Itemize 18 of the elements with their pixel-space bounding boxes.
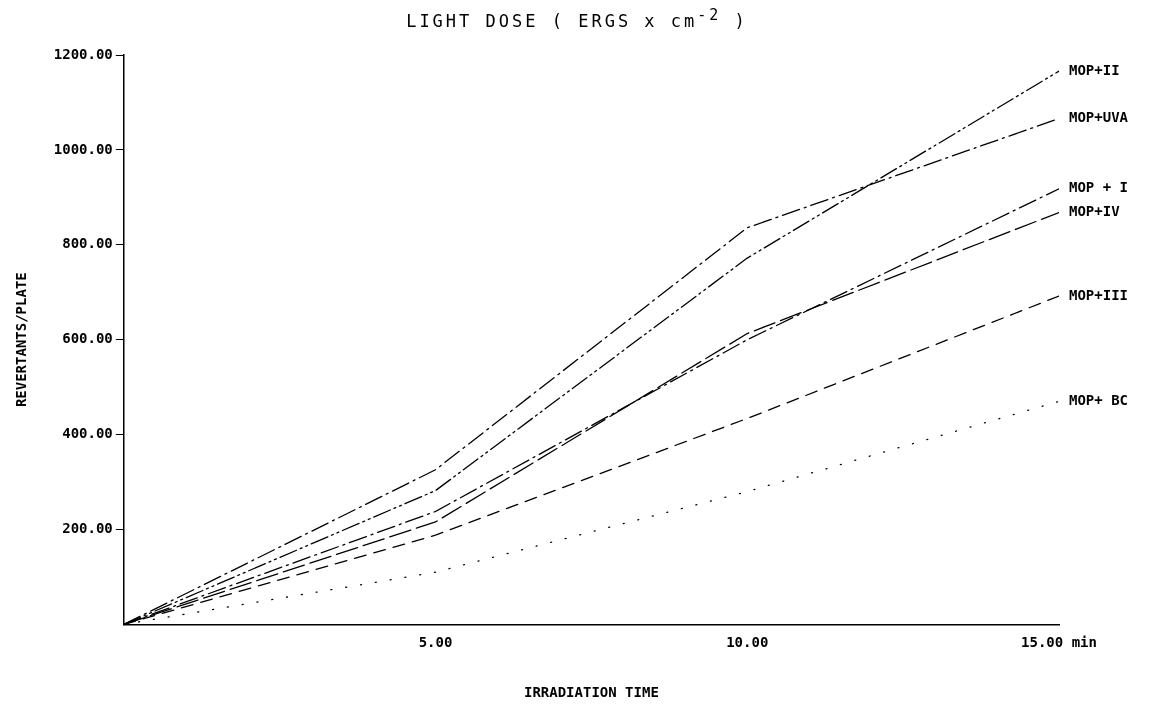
series-label: MOP+UVA — [1069, 109, 1129, 126]
y-tick-label: 400.00 — [62, 425, 113, 442]
x-tick-label: 10.00 — [726, 634, 769, 651]
series-label: MOP+ BC — [1069, 392, 1129, 409]
x-tick-label: 15.00 min — [1021, 634, 1097, 651]
y-tick-label: 200.00 — [62, 520, 113, 537]
y-tick-label: 1200.00 — [53, 45, 113, 62]
series-label: MOP+IV — [1069, 203, 1121, 220]
y-tick-label: 600.00 — [62, 330, 113, 347]
x-axis-title: IRRADIATION TIME — [523, 684, 659, 701]
y-tick-label: 1000.00 — [53, 140, 113, 157]
y-tick-label: 800.00 — [62, 235, 113, 252]
series-label: MOP+III — [1069, 286, 1129, 303]
x-tick-label: 5.00 — [418, 634, 453, 651]
chart-title: LIGHT DOSE ( ERGS x cm$^{-2}$ ) — [405, 6, 749, 31]
y-axis-title: REVERTANTS/PLATE — [13, 272, 30, 408]
series-label: MOP+II — [1069, 61, 1120, 78]
series-label: MOP + I — [1069, 179, 1129, 196]
